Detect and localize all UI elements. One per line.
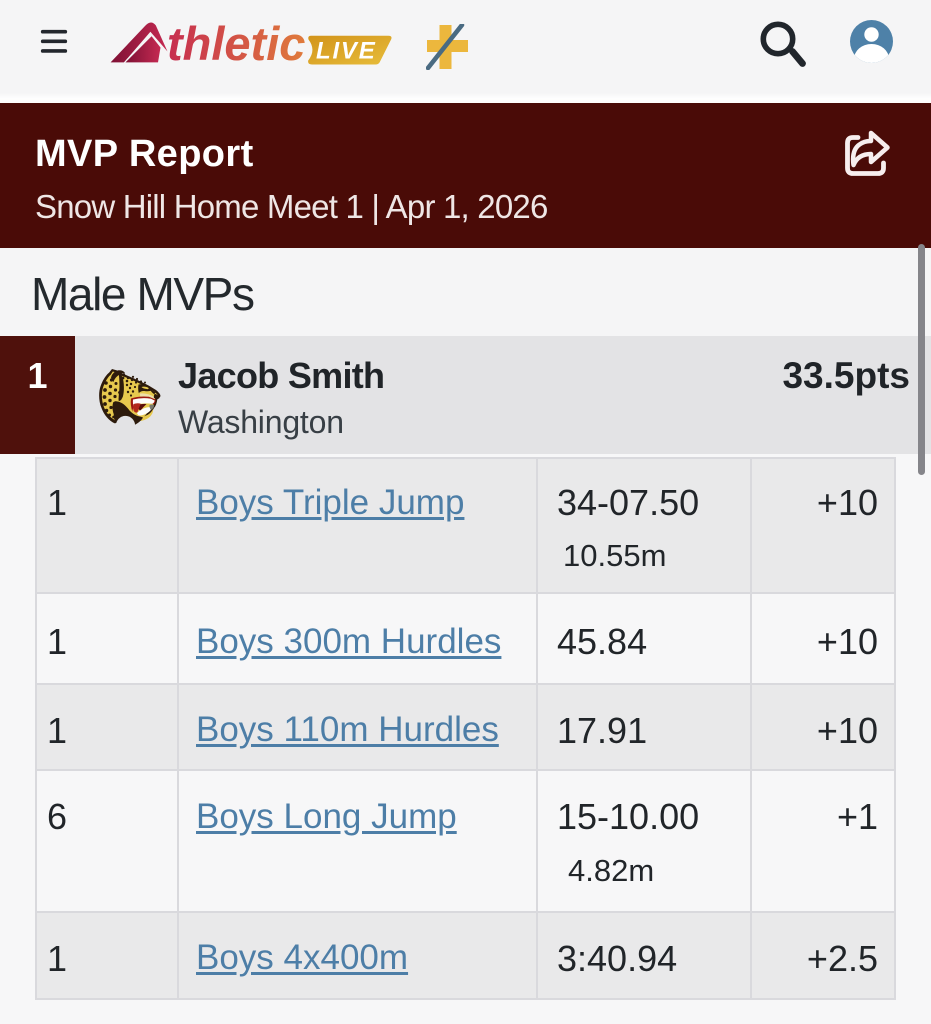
svg-text:thletic: thletic bbox=[167, 17, 305, 68]
svg-text:LIVE: LIVE bbox=[316, 37, 377, 64]
